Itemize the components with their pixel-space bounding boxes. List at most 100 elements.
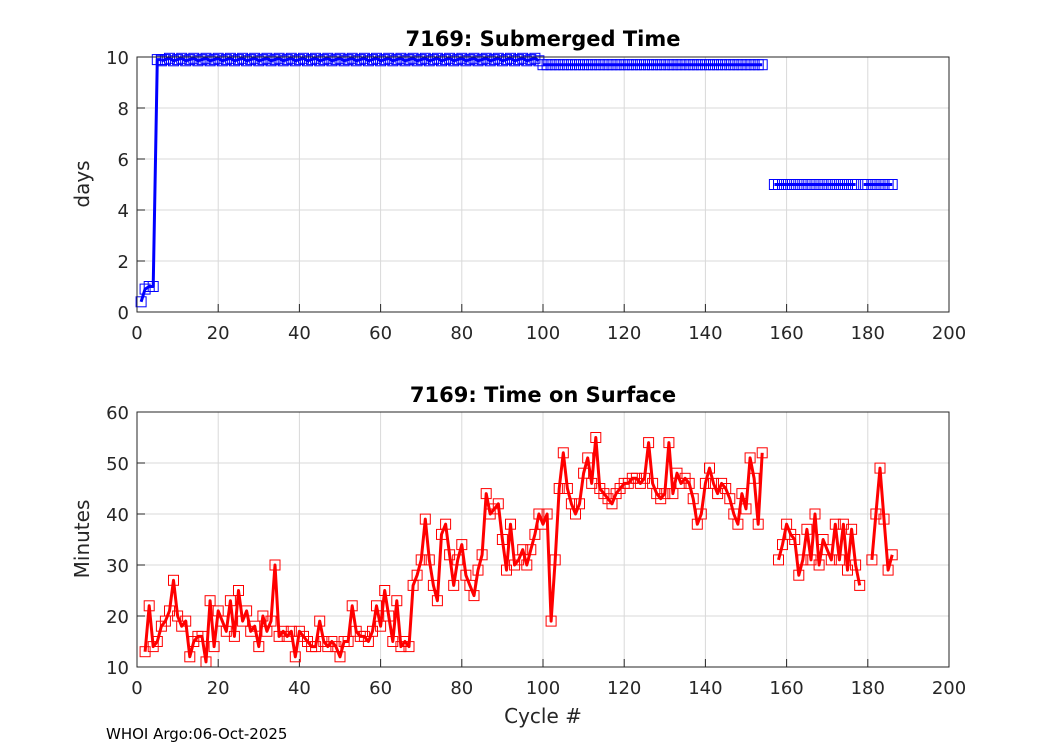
time-on-surface-data-point bbox=[265, 615, 277, 627]
submerged-time-ticks: 0 20 40 60 80 100 120 140 160 180 200 0 2 4 6 8 10 bbox=[106, 48, 966, 344]
submerged-time-data-point bbox=[180, 55, 192, 67]
submerged-time-data-point bbox=[135, 296, 147, 308]
time-on-surface-data-point bbox=[448, 579, 460, 591]
time-on-surface-data-point bbox=[886, 549, 898, 561]
submerged-time-data-point bbox=[261, 52, 273, 64]
time-on-surface-axes-box bbox=[136, 411, 950, 668]
time-on-surface-ylabel: Minutes bbox=[70, 500, 94, 579]
submerged-time-data-point bbox=[517, 52, 529, 64]
submerged-time-data-point bbox=[468, 52, 480, 64]
submerged-time-data-point bbox=[509, 55, 521, 67]
submerged-time-xtick-label: 60 bbox=[369, 323, 392, 344]
time-on-surface-data-point bbox=[379, 585, 391, 596]
time-on-surface-data-point bbox=[695, 508, 707, 520]
time-on-surface-data-point bbox=[233, 585, 244, 596]
submerged-time-data-point bbox=[172, 54, 184, 66]
submerged-time-chart: 0 20 40 60 80 100 120 140 160 180 200 0 2 4 6 8 10 7169:… bbox=[70, 27, 966, 344]
time-on-surface-ytick-label: 40 bbox=[106, 505, 129, 526]
time-on-surface-data-point bbox=[732, 518, 744, 530]
submerged-time-data-point bbox=[464, 54, 476, 66]
submerged-time-series-line bbox=[160, 56, 540, 63]
submerged-time-data-point bbox=[241, 55, 253, 67]
time-on-surface-data-point bbox=[866, 554, 878, 566]
submerged-time-data-point bbox=[220, 54, 232, 66]
submerged-time-data-point bbox=[342, 54, 354, 66]
time-on-surface-data-point bbox=[391, 595, 403, 607]
submerged-time-xtick-label: 200 bbox=[932, 323, 966, 344]
time-on-surface-data-point bbox=[403, 641, 415, 653]
submerged-time-ytick-label: 10 bbox=[106, 48, 129, 69]
submerged-time-data-point bbox=[314, 55, 326, 67]
submerged-time-ytick-label: 6 bbox=[118, 150, 129, 171]
submerged-time-ytick-label: 0 bbox=[118, 303, 129, 324]
time-on-surface-ytick-label: 20 bbox=[106, 607, 129, 628]
time-on-surface-xtick-label: 40 bbox=[288, 678, 311, 699]
submerged-time-data-point bbox=[472, 55, 484, 67]
submerged-time-data-point bbox=[513, 54, 525, 66]
time-on-surface-title: 7169: Time on Surface bbox=[410, 383, 676, 407]
time-on-surface-data-point bbox=[314, 615, 326, 627]
time-on-surface-data-point bbox=[383, 610, 395, 622]
submerged-time-series bbox=[135, 52, 898, 308]
submerged-time-data-point bbox=[387, 55, 399, 67]
submerged-time-data-point bbox=[533, 55, 545, 67]
time-on-surface-data-point bbox=[456, 539, 468, 551]
submerged-time-data-point bbox=[168, 55, 179, 67]
submerged-time-ytick-label: 4 bbox=[118, 201, 129, 222]
time-on-surface-data-point bbox=[793, 569, 805, 581]
submerged-time-data-point bbox=[492, 52, 504, 64]
submerged-time-data-point bbox=[285, 52, 297, 64]
time-on-surface-data-point bbox=[452, 554, 464, 566]
submerged-time-data-point bbox=[456, 52, 468, 64]
submerged-time-data-point bbox=[224, 52, 236, 64]
submerged-time-data-point bbox=[367, 54, 378, 66]
time-on-surface-data-point bbox=[561, 483, 573, 494]
submerged-time-data-point bbox=[281, 54, 293, 66]
time-on-surface-data-point bbox=[699, 477, 711, 489]
submerged-time-ytick-label: 8 bbox=[118, 99, 129, 120]
time-on-surface-data-point bbox=[525, 544, 537, 556]
time-on-surface-data-point bbox=[249, 620, 261, 632]
submerged-time-data-point bbox=[330, 54, 342, 66]
time-on-surface-data-point bbox=[184, 651, 196, 663]
submerged-time-data-point bbox=[204, 55, 216, 67]
submerged-time-axes-box bbox=[136, 56, 950, 313]
time-on-surface-data-point bbox=[574, 498, 585, 510]
submerged-time-data-point bbox=[302, 55, 313, 67]
submerged-time-xtick-label: 0 bbox=[131, 323, 142, 344]
submerged-time-data-point bbox=[431, 52, 443, 64]
submerged-time-data-point bbox=[306, 54, 318, 66]
time-on-surface-data-point bbox=[541, 508, 553, 520]
submerged-time-data-point bbox=[371, 52, 382, 64]
time-on-surface-ticks: 0 20 40 60 80 100 120 140 160 180 200 10 20 30 40 50 60 bbox=[106, 403, 966, 699]
time-on-surface-data-point bbox=[825, 554, 837, 566]
time-on-surface-xtick-label: 120 bbox=[607, 678, 641, 699]
submerged-time-data-point bbox=[334, 52, 346, 64]
submerged-time-data-point bbox=[525, 54, 537, 66]
time-on-surface-data-point bbox=[427, 579, 439, 591]
time-on-surface-data-point bbox=[289, 651, 301, 663]
time-on-surface-data-point bbox=[813, 559, 825, 571]
time-on-surface-data-point bbox=[371, 600, 382, 612]
submerged-time-data-point bbox=[460, 55, 472, 67]
time-on-surface-data-point bbox=[375, 620, 387, 632]
submerged-time-xtick-label: 100 bbox=[526, 323, 560, 344]
time-on-surface-data-point bbox=[752, 518, 764, 530]
submerged-time-data-point bbox=[444, 52, 456, 64]
submerged-time-data-point bbox=[208, 54, 220, 66]
submerged-time-data-point bbox=[233, 54, 244, 66]
submerged-time-data-point bbox=[521, 55, 533, 67]
time-on-surface-data-point bbox=[549, 554, 561, 566]
submerged-time-xtick-label: 140 bbox=[688, 323, 722, 344]
submerged-time-data-point bbox=[501, 54, 512, 66]
time-on-surface-data-point bbox=[517, 544, 529, 556]
submerged-time-data-point bbox=[265, 55, 277, 67]
time-on-surface-data-point bbox=[833, 554, 845, 566]
time-on-surface-data-point bbox=[643, 437, 655, 449]
time-on-surface-data-point bbox=[431, 595, 443, 607]
time-on-surface-data-point bbox=[663, 437, 675, 449]
time-on-surface-data-point bbox=[476, 549, 488, 561]
time-on-surface-xlabel: Cycle # bbox=[504, 704, 582, 728]
time-on-surface-xtick-label: 160 bbox=[769, 678, 803, 699]
